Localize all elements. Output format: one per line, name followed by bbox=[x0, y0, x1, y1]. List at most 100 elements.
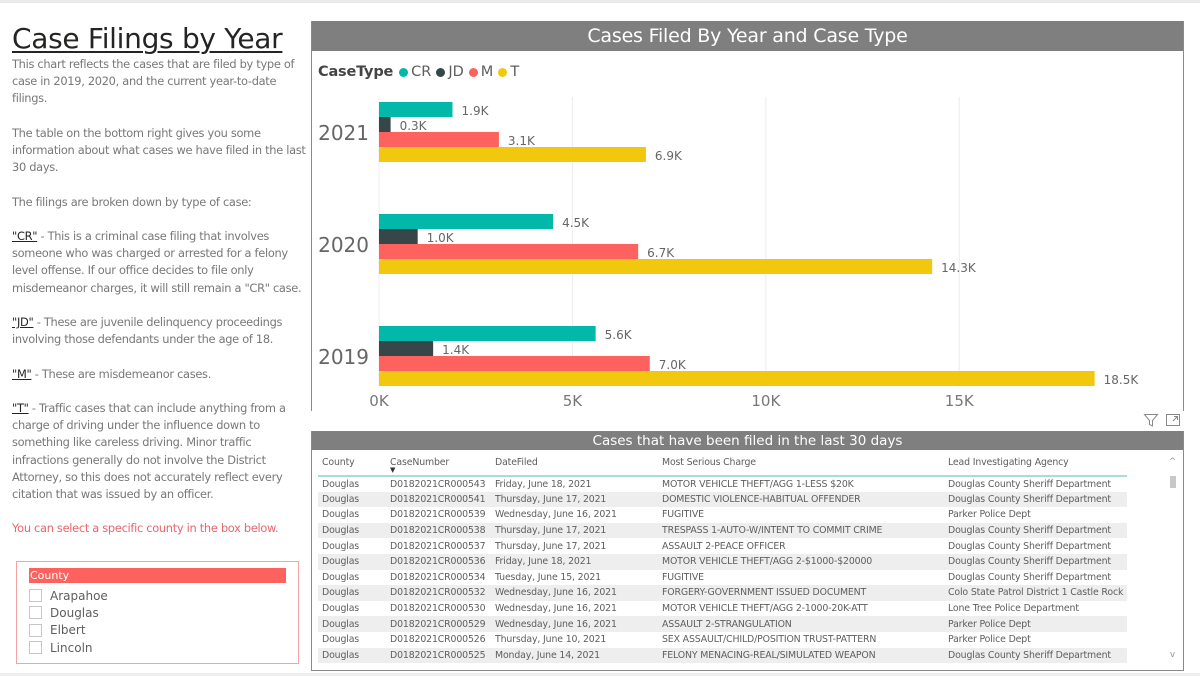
bar-m-2021[interactable] bbox=[379, 132, 499, 147]
cell-county: Douglas bbox=[318, 553, 386, 570]
visual-header-icons bbox=[1143, 412, 1181, 428]
x-tick-label: 5K bbox=[563, 392, 584, 410]
scroll-thumb[interactable] bbox=[1169, 476, 1176, 488]
table-note-paragraph: The table on the bottom right gives you … bbox=[12, 125, 306, 175]
slicer-list: Arapahoe Douglas Elbert Lincoln bbox=[29, 587, 108, 656]
cell-lead-agency: Colo State Patrol District 1 Castle Rock bbox=[944, 585, 1128, 601]
cell-most-serious-charge: MOTOR VEHICLE THEFT/AGG 2-$1000-$20000 bbox=[658, 553, 944, 570]
cell-most-serious-charge: FORGERY-GOVERNMENT ISSUED DOCUMENT bbox=[658, 585, 944, 601]
cell-county: Douglas bbox=[318, 647, 386, 664]
county-slicer: County Arapahoe Douglas Elbert Lincoln bbox=[16, 561, 299, 664]
bar-m-2020[interactable] bbox=[379, 244, 639, 259]
scroll-up-icon[interactable]: ^ bbox=[1168, 457, 1177, 467]
county-hint: You can select a specific county in the … bbox=[12, 521, 279, 536]
slicer-item-douglas[interactable]: Douglas bbox=[29, 604, 108, 621]
table-row[interactable]: Douglas D0182021CR000539 Wednesday, June 1… bbox=[318, 507, 1127, 523]
cell-lead-agency: Parker Police Dept bbox=[948, 509, 1031, 521]
t-definition: "T" - Traffic cases that can include any… bbox=[12, 400, 308, 503]
bar-jd-2021[interactable] bbox=[379, 117, 391, 132]
filter-icon[interactable] bbox=[1143, 412, 1159, 428]
cell-lead-agency: Parker Police Dept bbox=[948, 634, 1031, 646]
bar-chart-canvas: 0K 5K 10K 15K 2021 1.9K 0.3K 3.1K 6.9K 2020 4.5K 1.… bbox=[318, 97, 1139, 410]
checkbox[interactable] bbox=[29, 589, 42, 603]
cell-county: Douglas bbox=[322, 540, 360, 552]
slicer-item-elbert[interactable]: Elbert bbox=[29, 622, 108, 639]
data-label: 4.5K bbox=[562, 216, 590, 230]
scroll-down-icon[interactable]: v bbox=[1169, 650, 1176, 660]
bar-cr-2021[interactable] bbox=[379, 102, 453, 117]
table-row[interactable]: Douglas D0182021CR000541 Thursday, June 17… bbox=[318, 491, 1128, 508]
bar-jd-2020[interactable] bbox=[379, 229, 418, 244]
legend-label: JD bbox=[448, 64, 464, 80]
legend-label: M bbox=[480, 64, 494, 80]
cell-date-filed: Thursday, June 17, 2021 bbox=[495, 540, 607, 552]
focus-mode-icon[interactable] bbox=[1165, 412, 1181, 428]
cases-by-year-chart[interactable]: 0K 5K 10K 15K 2021 1.9K 0.3K 3.1K 6.9K 2020 4.5K 1.… bbox=[311, 21, 1184, 411]
column-header-case-number[interactable]: CaseNumber ▼ bbox=[386, 456, 491, 477]
bar-t-2019[interactable] bbox=[379, 371, 1095, 386]
cell-lead-agency: Douglas County Sheriff Department bbox=[948, 540, 1111, 552]
cell-date-filed: Thursday, June 10, 2021 bbox=[495, 634, 607, 646]
m-definition: "M" - These are misdemeanor cases. bbox=[12, 366, 308, 383]
cell-lead-agency: Douglas County Sheriff Department bbox=[948, 571, 1111, 583]
cell-county: Douglas bbox=[318, 616, 386, 632]
cr-term: "CR" bbox=[12, 228, 38, 243]
data-label: 14.3K bbox=[941, 261, 977, 275]
cell-case-number: D0182021CR000534 bbox=[390, 571, 486, 583]
table-row[interactable]: Douglas D0182021CR000538 Thursday, June 17… bbox=[318, 522, 1128, 539]
cell-lead-agency: Douglas County Sheriff Department bbox=[944, 491, 1128, 508]
legend-item-cr[interactable]: CR bbox=[399, 64, 431, 80]
table-row[interactable]: Douglas D0182021CR000530 Wednesday, June 1… bbox=[318, 601, 1127, 617]
column-header-date-filed[interactable]: DateFiled bbox=[491, 456, 658, 477]
recent-cases-table: County CaseNumber ▼ DateFiled Most Seriou… bbox=[318, 456, 1128, 664]
checkbox[interactable] bbox=[29, 623, 42, 637]
cell-date-filed: Wednesday, June 16, 2021 bbox=[495, 509, 617, 521]
cell-case-number: D0182021CR000541 bbox=[386, 491, 491, 508]
m-term: "M" bbox=[12, 366, 32, 381]
jd-text: - These are juvenile delinquency proceed… bbox=[12, 314, 283, 347]
data-label: 5.6K bbox=[605, 328, 633, 342]
bar-t-2021[interactable] bbox=[379, 147, 646, 162]
legend-dot-m bbox=[468, 67, 478, 77]
data-label: 1.4K bbox=[442, 343, 470, 357]
legend-item-jd[interactable]: JD bbox=[436, 64, 464, 80]
y-category-label: 2021 bbox=[318, 121, 369, 145]
cell-most-serious-charge: FELONY MENACING-REAL/SIMULATED WEAPON bbox=[658, 647, 944, 664]
bar-cr-2020[interactable] bbox=[379, 214, 554, 229]
cell-date-filed: Friday, June 18, 2021 bbox=[491, 553, 658, 570]
cell-date-filed: Friday, June 18, 2021 bbox=[495, 478, 592, 490]
table-row[interactable]: Douglas D0182021CR000536 Friday, June 18, … bbox=[318, 553, 1128, 570]
cell-most-serious-charge: MOTOR VEHICLE THEFT/AGG 1-LESS $20K bbox=[662, 478, 854, 490]
bottom-divider bbox=[0, 673, 1200, 676]
jd-term: "JD" bbox=[12, 314, 34, 329]
column-header-county[interactable]: County bbox=[318, 456, 386, 477]
table-row[interactable]: Douglas D0182021CR000529 Wednesday, June 1… bbox=[318, 616, 1128, 632]
bar-m-2019[interactable] bbox=[379, 356, 650, 371]
bar-jd-2019[interactable] bbox=[379, 341, 434, 356]
cell-most-serious-charge: ASSAULT 2-PEACE OFFICER bbox=[662, 540, 786, 552]
column-header-most-serious-charge[interactable]: Most Serious Charge bbox=[658, 456, 944, 477]
cell-case-number: D0182021CR000529 bbox=[386, 616, 491, 632]
column-header-lead-agency[interactable]: Lead Investigating Agency bbox=[944, 456, 1128, 477]
legend-item-t[interactable]: T bbox=[498, 64, 519, 80]
table-row[interactable]: Douglas D0182021CR000537 Thursday, June 17… bbox=[318, 538, 1127, 554]
legend-dot-jd bbox=[436, 67, 446, 77]
table-header-row: County CaseNumber ▼ DateFiled Most Seriou… bbox=[318, 456, 1128, 477]
table-row[interactable]: Douglas D0182021CR000526 Thursday, June 10… bbox=[318, 632, 1127, 648]
slicer-item-arapahoe[interactable]: Arapahoe bbox=[29, 587, 108, 604]
bar-t-2020[interactable] bbox=[379, 259, 933, 274]
table-row[interactable]: Douglas D0182021CR000543 Friday, June 18, … bbox=[318, 476, 1127, 492]
checkbox[interactable] bbox=[29, 606, 42, 620]
cell-county: Douglas bbox=[322, 571, 360, 583]
legend-item-m[interactable]: M bbox=[468, 64, 494, 80]
cell-most-serious-charge: DOMESTIC VIOLENCE-HABITUAL OFFENDER bbox=[658, 491, 944, 508]
table-row[interactable]: Douglas D0182021CR000532 Wednesday, June 1… bbox=[318, 585, 1128, 601]
checkbox[interactable] bbox=[29, 641, 42, 655]
table-scrollbar[interactable]: ^ v bbox=[1168, 456, 1177, 661]
slicer-item-label: Elbert bbox=[50, 623, 86, 638]
table-row[interactable]: Douglas D0182021CR000534 Tuesday, June 15,… bbox=[318, 570, 1127, 586]
slicer-item-lincoln[interactable]: Lincoln bbox=[29, 639, 108, 656]
bar-cr-2019[interactable] bbox=[379, 326, 596, 341]
column-header-label: CaseNumber bbox=[390, 457, 450, 468]
table-row[interactable]: Douglas D0182021CR000525 Monday, June 14, … bbox=[318, 647, 1128, 664]
